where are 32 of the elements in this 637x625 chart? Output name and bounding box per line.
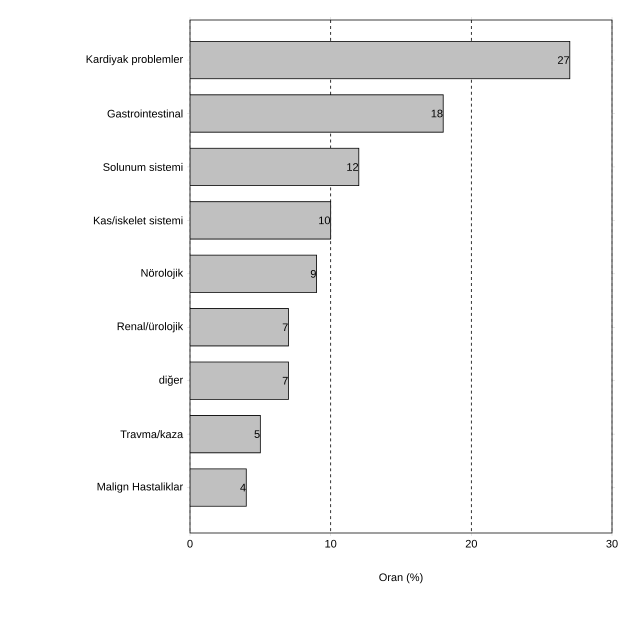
bar: [190, 254, 318, 293]
y-tick-label: diğer: [159, 376, 183, 386]
x-tick-label: 0: [187, 540, 193, 548]
data-label: 27: [558, 56, 570, 64]
bar: [190, 40, 570, 80]
x-tick-label: 30: [606, 540, 618, 548]
y-tick-label: Gastrointestinal: [108, 109, 182, 118]
bar: [190, 148, 360, 186]
bar: [190, 415, 261, 454]
data-label: 12: [347, 163, 358, 171]
data-label: 9: [310, 270, 316, 278]
y-tick-label: Travma/kaza: [120, 430, 184, 438]
bar: [190, 362, 289, 400]
data-label: 7: [282, 323, 288, 332]
y-tick-label: Nörolojik: [141, 268, 184, 279]
bar: [190, 94, 444, 133]
y-tick-label: Malign Hastaliklar: [98, 482, 183, 493]
bar: [190, 468, 247, 507]
data-label: 5: [254, 430, 260, 438]
bar: [190, 308, 289, 346]
y-tick-label: Kas/iskelet sistemi: [94, 216, 182, 224]
data-label: 7: [282, 376, 288, 384]
x-tick-label: 10: [325, 540, 336, 548]
y-tick-label: Solunum sistemi: [103, 162, 182, 171]
x-tick-label: 20: [466, 540, 477, 548]
data-label: 18: [432, 110, 443, 118]
data-label: 4: [240, 484, 246, 492]
data-label: 10: [319, 216, 330, 224]
y-tick-label: Kardiyak problemler: [86, 54, 183, 66]
x-axis-title: Oran (%): [379, 573, 423, 584]
bar: [190, 201, 332, 240]
y-tick-label: Renal/ürolojik: [118, 322, 184, 332]
